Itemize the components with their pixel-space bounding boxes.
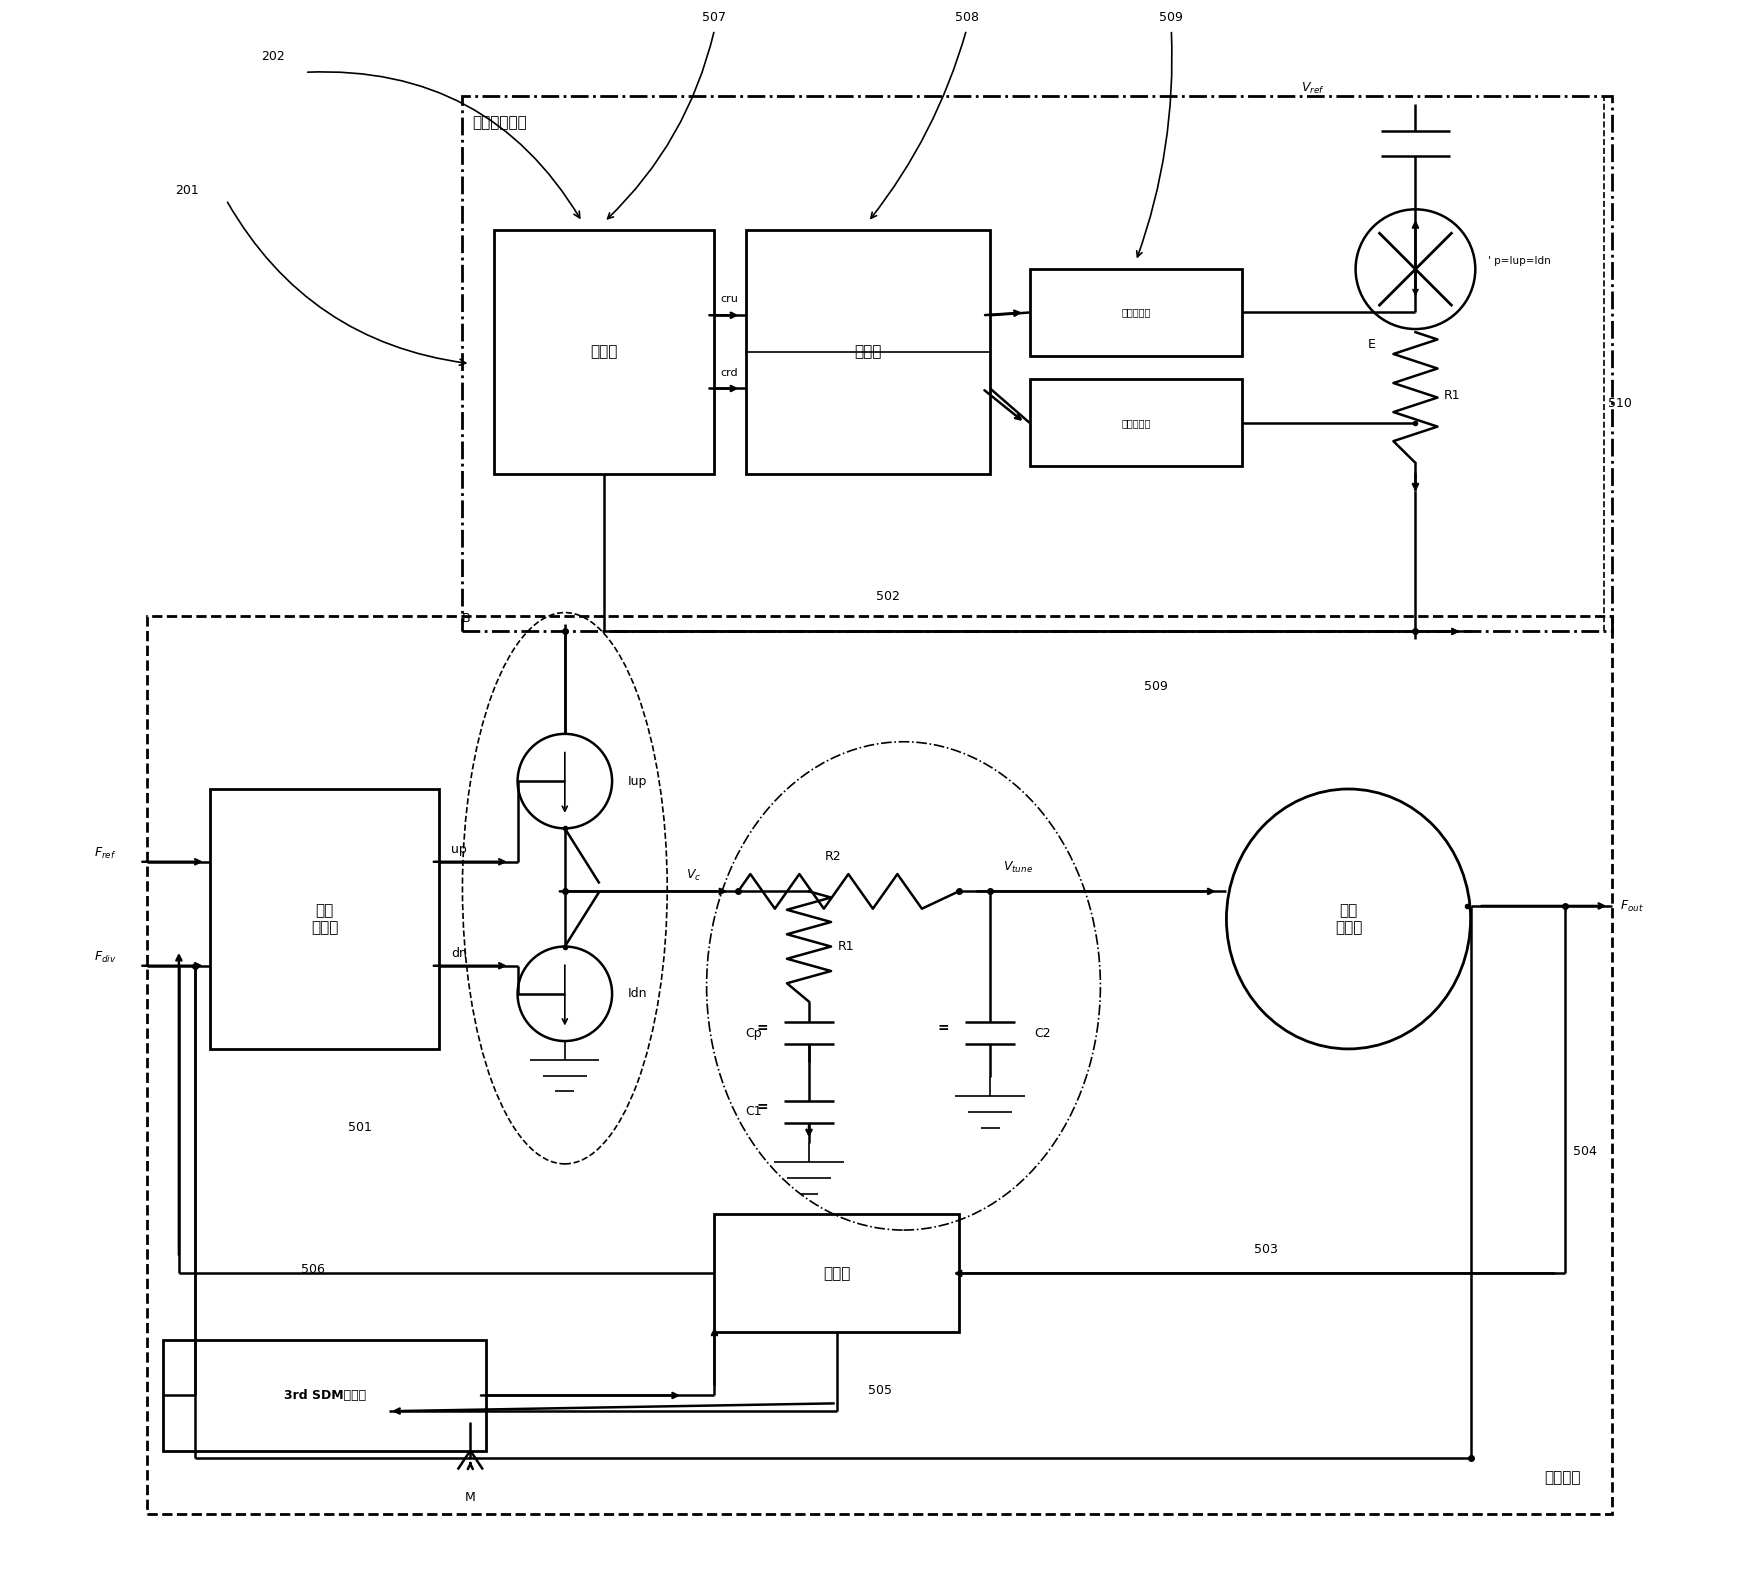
Bar: [1029, 379, 1242, 466]
Text: 501: 501: [349, 1122, 371, 1135]
Text: 锁相环路: 锁相环路: [1545, 1471, 1580, 1485]
Text: =: =: [938, 1021, 949, 1035]
Text: B: B: [462, 612, 471, 625]
Text: 505: 505: [869, 1384, 893, 1397]
Text: 鉴频
鉴相器: 鉴频 鉴相器: [310, 903, 338, 936]
Text: 504: 504: [1573, 1144, 1598, 1158]
Bar: [494, 230, 715, 473]
Text: 增益校正单元: 增益校正单元: [473, 115, 527, 129]
Text: 状态机: 状态机: [591, 344, 617, 360]
Text: $F_{ref}$: $F_{ref}$: [94, 846, 117, 862]
Text: up: up: [452, 843, 467, 855]
FancyArrowPatch shape: [1137, 33, 1172, 257]
Text: 507: 507: [703, 11, 727, 24]
Text: crd: crd: [720, 368, 738, 377]
Text: 506: 506: [302, 1262, 324, 1277]
Text: R2: R2: [825, 851, 841, 863]
Text: Cp: Cp: [745, 1027, 762, 1040]
Text: 数模转换器: 数模转换器: [1121, 418, 1151, 428]
Text: 502: 502: [875, 590, 900, 603]
Bar: [746, 230, 991, 473]
Text: 分频器: 分频器: [823, 1266, 851, 1281]
Text: 201: 201: [174, 185, 199, 197]
Bar: [164, 1340, 487, 1450]
Text: 503: 503: [1254, 1243, 1278, 1256]
Text: R1: R1: [837, 940, 855, 953]
Text: $V_{tune}$: $V_{tune}$: [1003, 860, 1034, 876]
Text: 509: 509: [1160, 11, 1182, 24]
Text: 508: 508: [954, 11, 978, 24]
Text: R1: R1: [1444, 390, 1460, 402]
Text: C1: C1: [745, 1106, 762, 1119]
Bar: [462, 96, 1613, 631]
Text: C2: C2: [1034, 1027, 1052, 1040]
Text: 510: 510: [1608, 396, 1632, 410]
Text: $F_{div}$: $F_{div}$: [94, 950, 117, 966]
Bar: [1029, 270, 1242, 355]
Text: =: =: [757, 1021, 767, 1035]
Text: 202: 202: [262, 50, 286, 63]
Text: dn: dn: [452, 947, 467, 959]
Bar: [715, 1215, 959, 1332]
Bar: [211, 789, 439, 1049]
FancyArrowPatch shape: [870, 33, 966, 218]
Text: Iup: Iup: [628, 775, 647, 787]
Text: 压控
振荡器: 压控 振荡器: [1334, 903, 1362, 936]
Text: $V_c$: $V_c$: [687, 868, 701, 884]
Text: $V_{ref}$: $V_{ref}$: [1301, 80, 1325, 96]
Text: Idn: Idn: [628, 988, 647, 1000]
Text: $F_{out}$: $F_{out}$: [1620, 898, 1645, 914]
Text: =: =: [757, 1100, 767, 1114]
Text: 比较器: 比较器: [855, 344, 882, 360]
FancyArrowPatch shape: [227, 202, 466, 365]
Text: E: E: [1369, 338, 1376, 352]
Bar: [148, 615, 1613, 1513]
Text: 509: 509: [1144, 680, 1167, 693]
Text: ' p=Iup=Idn: ' p=Iup=Idn: [1488, 256, 1550, 267]
Text: M: M: [466, 1491, 476, 1504]
Text: 数模转换器: 数模转换器: [1121, 308, 1151, 317]
Text: 3rd SDM调制器: 3rd SDM调制器: [284, 1389, 366, 1401]
Text: cru: cru: [720, 295, 739, 305]
FancyArrowPatch shape: [307, 73, 579, 218]
FancyArrowPatch shape: [607, 33, 713, 219]
